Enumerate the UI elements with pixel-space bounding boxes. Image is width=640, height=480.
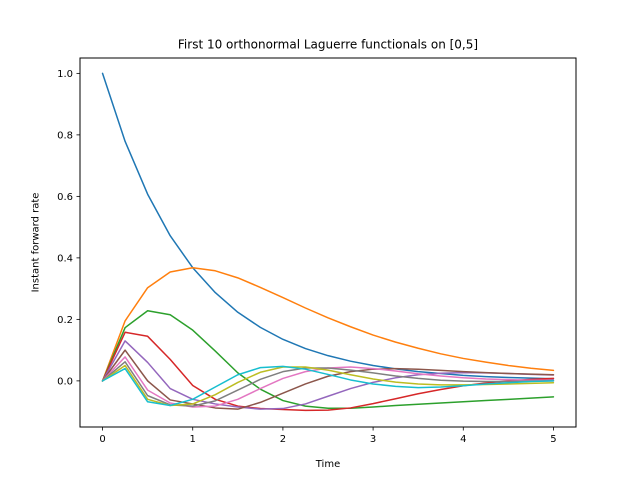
y-axis-label: Instant forward rate <box>31 193 42 293</box>
plot-series-group <box>101 72 555 412</box>
series-line-6 <box>101 349 555 410</box>
series-line-2 <box>101 266 555 382</box>
chart-title: First 10 orthonormal Laguerre functional… <box>178 38 478 52</box>
x-tick-label: 3 <box>370 434 376 445</box>
y-tick-label: 0.8 <box>57 130 73 141</box>
x-axis-label: Time <box>315 459 340 470</box>
x-tick-label: 2 <box>280 434 286 445</box>
y-tick-label: 0.4 <box>57 253 73 264</box>
series-line-10 <box>101 365 555 407</box>
y-tick-label: 0.2 <box>57 315 73 326</box>
plot-area-frame <box>79 57 577 428</box>
y-tick-label: 0.0 <box>57 376 73 387</box>
y-tick-label: 0.6 <box>57 192 73 203</box>
x-tick-label: 5 <box>550 434 556 445</box>
series-line-3 <box>101 310 555 409</box>
x-tick-label: 4 <box>460 434 466 445</box>
series-line-1 <box>101 72 555 380</box>
x-axis: 0 1 2 3 4 5 <box>99 427 557 445</box>
y-axis: 0.0 0.2 0.4 0.6 0.8 1.0 <box>57 69 80 387</box>
x-tick-label: 0 <box>99 434 105 445</box>
y-tick-label: 1.0 <box>57 69 73 80</box>
x-tick-label: 1 <box>190 434 196 445</box>
